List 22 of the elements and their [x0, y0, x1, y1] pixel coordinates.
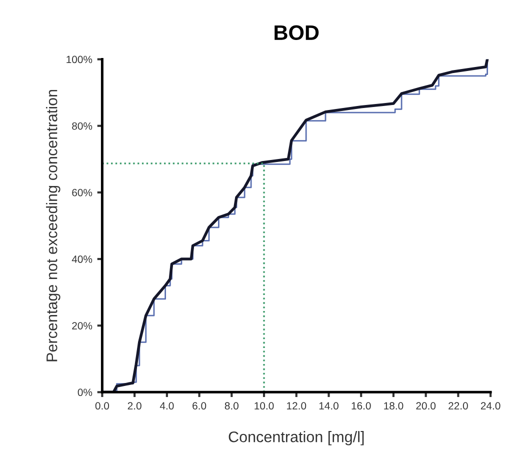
x-tick-label: 10.0	[254, 402, 274, 410]
y-tick-label: 40%	[72, 256, 92, 263]
x-tick-label: 4.0	[160, 402, 174, 410]
y-tick-label: 20%	[72, 322, 92, 330]
x-tick-label: 0.0	[95, 402, 110, 410]
x-tick-label: 12.0	[287, 402, 306, 410]
x-tick-label: 20.0	[416, 402, 436, 410]
y-tick-label: 60%	[72, 188, 92, 196]
x-tick-label: 8.0	[224, 402, 238, 410]
y-tick-label: 80%	[72, 122, 92, 130]
x-tick-label: 22.0	[448, 402, 468, 410]
chart-title: BOD	[274, 25, 319, 40]
x-tick-label: 2.0	[128, 402, 142, 410]
x-tick-label: 14.0	[319, 402, 338, 410]
x-axis-title: Concentration [mg/l]	[228, 431, 364, 446]
y-tick-label: 0%	[78, 388, 92, 396]
y-tick-label: 100%	[66, 56, 92, 64]
x-tick-label: 18.0	[384, 402, 404, 410]
x-tick-label: 24.0	[480, 402, 500, 410]
y-axis-title: Percentage not exceeding concentration	[46, 90, 60, 362]
x-tick-label: 6.0	[192, 402, 206, 410]
x-tick-label: 16.0	[352, 402, 371, 410]
